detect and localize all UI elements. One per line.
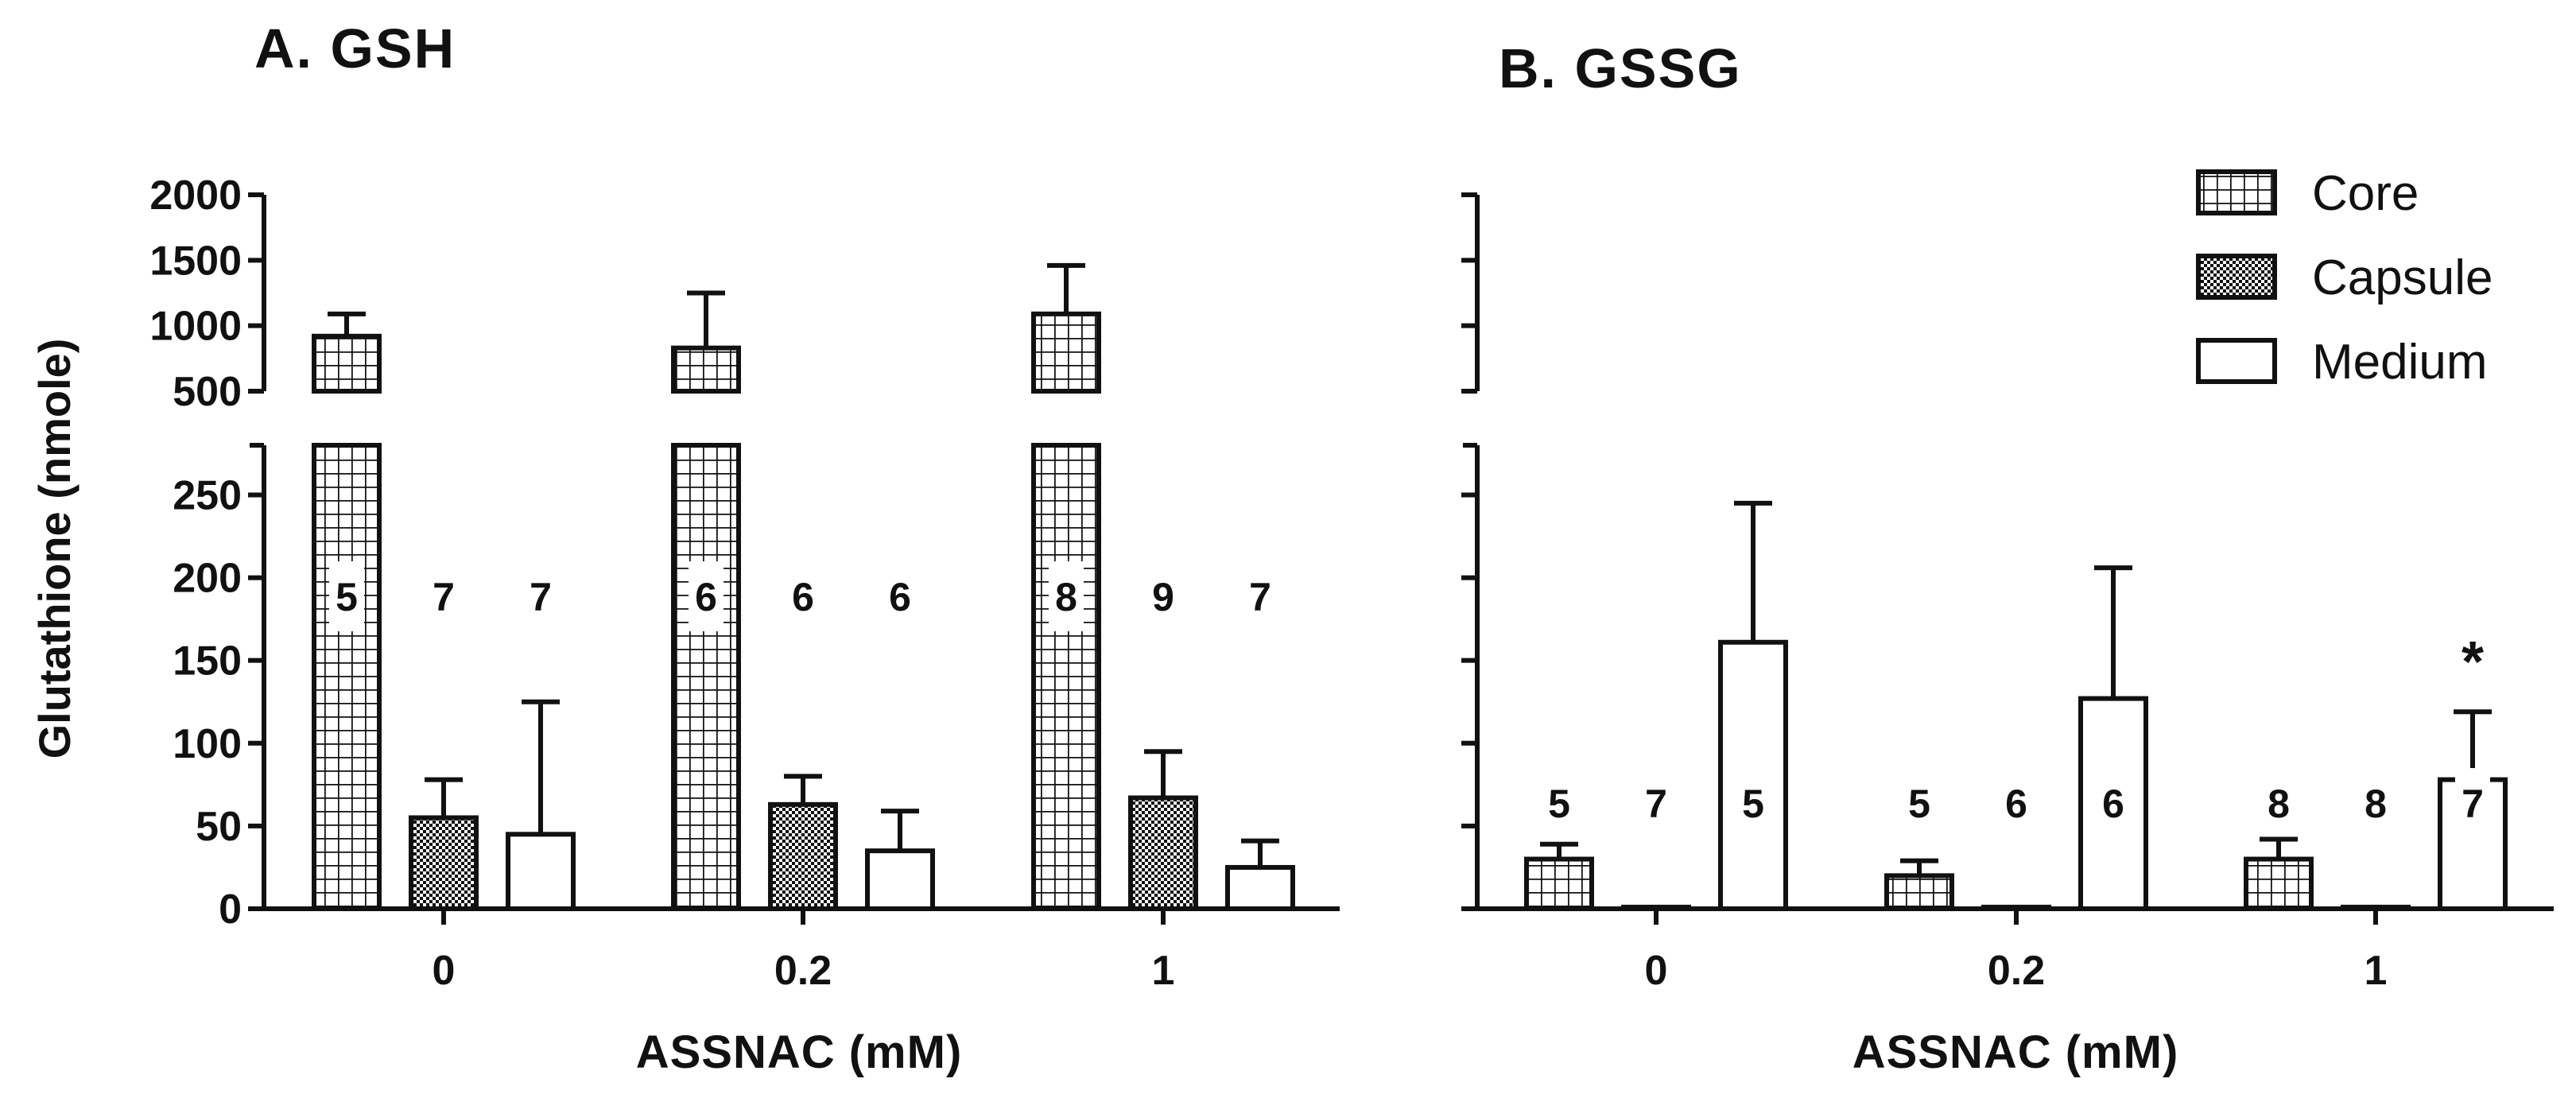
n-label: 6 [695,575,717,619]
x-tick-label: 1 [2365,948,2388,994]
n-label: 8 [1055,575,1077,619]
panel-b-plot: 0 0.2 1 5 5 8 7 6 8 5 6 7 * [1461,192,2554,994]
n-label: 6 [2005,782,2027,826]
n-label: 7 [2462,782,2484,826]
n-label: 8 [2365,782,2387,826]
bar-core [1524,856,1594,912]
y-tick-label: 100 [173,721,242,767]
bar-core [312,333,382,394]
y-tick-label: 200 [173,556,242,602]
n-label-bg [689,561,724,631]
n-label-bg [2455,768,2490,838]
n-label: 7 [1249,575,1271,619]
y-tick-label: 150 [173,638,242,685]
bar-capsule [409,815,479,912]
legend-label-capsule: Capsule [2312,250,2493,305]
bar-core [1031,443,1101,911]
bar-core [1884,873,1954,912]
n-label: 6 [889,575,911,619]
legend: Core Capsule Medium [2196,166,2493,390]
n-label: 9 [1152,575,1174,619]
bar-capsule [1621,904,1691,911]
n-label: 7 [433,575,455,619]
y-tick-label: 500 [173,369,242,415]
n-label: 5 [1742,782,1764,826]
n-label-bg [1736,768,1771,838]
bar-core [1031,311,1101,394]
n-label-bg [2096,768,2131,838]
y-tick-label: 50 [196,804,242,850]
n-label: 6 [792,575,814,619]
y-tick-label: 1500 [149,238,242,284]
panel-b-title: B. GSSG [1499,37,1742,99]
x-tick-label: 0.2 [1988,948,2045,994]
legend-swatch-medium [2196,338,2277,384]
bar-core [671,443,741,911]
n-label: 5 [336,575,358,619]
bar-medium [865,848,935,911]
bar-medium [1718,639,1788,912]
significance-star: * [2462,630,2484,694]
n-label-bg [329,561,364,631]
n-label: 5 [1548,782,1570,826]
n-label-bg [1049,561,1084,631]
bar-capsule [1128,795,1198,911]
n-label: 6 [2102,782,2124,826]
n-label: 7 [530,575,552,619]
bar-capsule [768,801,838,912]
panel-b-x-label: ASSNAC (mM) [1852,1026,2179,1078]
panel-a-title: A. GSH [254,17,456,80]
x-tick-label: 0 [1645,948,1668,994]
y-tick-label: 2000 [149,173,242,219]
bar-medium [506,832,576,912]
legend-label-core: Core [2312,166,2419,221]
y-tick-label: 0 [219,887,242,933]
n-label: 8 [2268,782,2290,826]
legend-label-medium: Medium [2312,335,2488,390]
y-tick-label: 250 [173,472,242,518]
bar-core [312,443,382,911]
y-tick-label: 1000 [149,304,242,350]
n-label: 7 [1645,782,1667,826]
legend-swatch-capsule [2196,254,2277,300]
legend-swatch-core [2196,169,2277,215]
x-tick-label: 1 [1152,948,1175,994]
bar-core [2244,856,2314,912]
n-label: 5 [1908,782,1930,826]
y-axis-label: Glutathione (nmole) [29,339,80,759]
bar-medium [1225,864,1295,911]
bar-capsule [2341,904,2411,911]
x-tick-label: 0 [433,948,456,994]
panel-a-x-label: ASSNAC (mM) [636,1026,963,1078]
bar-core [671,345,741,394]
bar-capsule [1981,904,2051,911]
x-tick-label: 0.2 [774,948,832,994]
panel-a-plot: 0 50 100 150 200 250 500 1000 1500 2000 0 0.2 1 5 6 8 7 6… [149,173,1340,994]
